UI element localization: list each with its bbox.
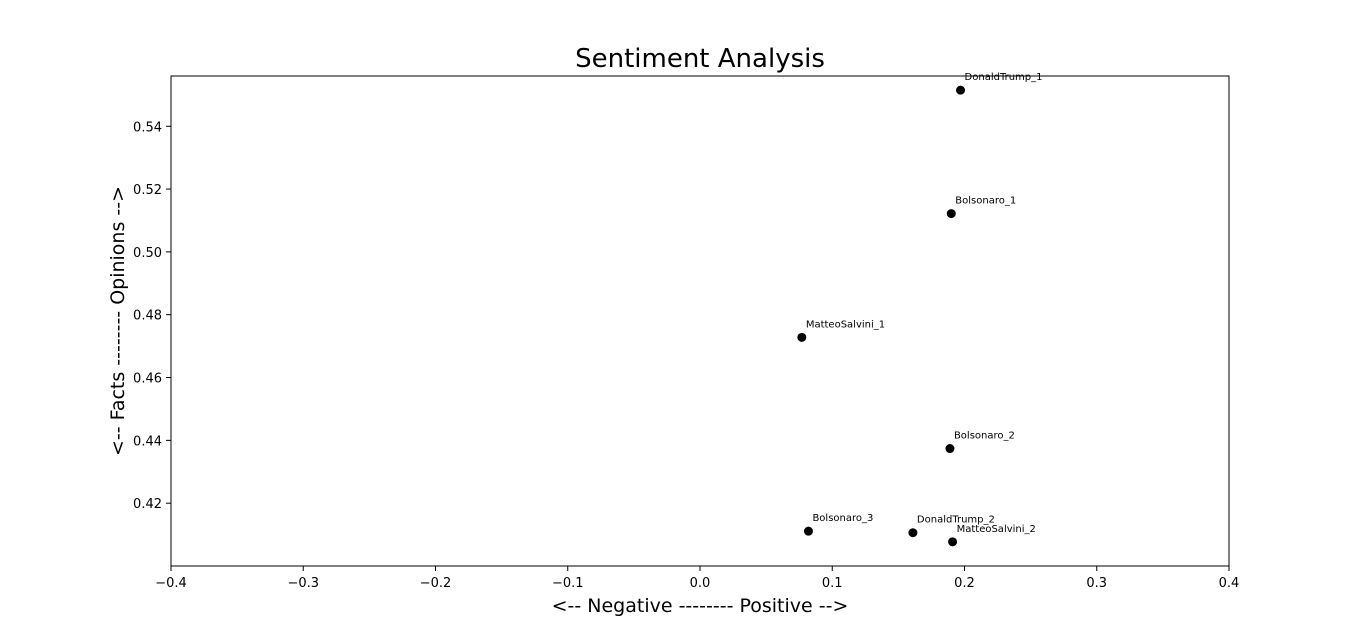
y-tick-label: 0.54 [133, 120, 162, 135]
y-axis-label: <-- Facts -------- Opinions --> [107, 186, 129, 456]
data-point-label: Bolsonaro_1 [955, 196, 1016, 207]
plot-area-frame [170, 75, 1230, 567]
y-tick-label: 0.46 [133, 372, 162, 387]
data-point [797, 332, 807, 342]
data-point [956, 85, 966, 95]
data-point-label: MatteoSalvini_1 [806, 319, 885, 330]
x-axis-label: <-- Negative -------- Positive --> [552, 595, 849, 617]
y-tick-label: 0.52 [133, 183, 162, 198]
data-point-label: MatteoSalvini_2 [957, 524, 1036, 535]
y-tick-label: 0.42 [133, 497, 162, 512]
x-tick-label: −0.4 [155, 576, 187, 591]
y-axis: 0.42 0.44 0.46 0.48 0.50 0.52 0.54 [133, 120, 171, 512]
data-point-label: Bolsonaro_3 [812, 513, 873, 524]
x-tick-label: −0.2 [420, 576, 452, 591]
y-tick-label: 0.44 [133, 434, 162, 449]
data-point-label: Bolsonaro_2 [954, 431, 1015, 442]
x-tick-label: −0.3 [287, 576, 319, 591]
y-tick-label: 0.50 [133, 246, 162, 261]
chart-title: Sentiment Analysis [575, 44, 825, 74]
data-point [908, 528, 918, 538]
x-tick-label: 0.0 [690, 576, 711, 591]
x-tick-label: 0.3 [1086, 576, 1107, 591]
x-tick-label: −0.1 [552, 576, 584, 591]
x-tick-label: 0.2 [954, 576, 975, 591]
data-point [946, 209, 956, 219]
y-tick-label: 0.48 [133, 309, 162, 324]
data-point-label: DonaldTrump_2 [917, 515, 995, 526]
data-point [948, 537, 958, 547]
data-points: DonaldTrump_1 Bolsonaro_1 MatteoSalvini_1 B… [797, 72, 1043, 547]
x-tick-label: 0.1 [822, 576, 843, 591]
data-point-label: DonaldTrump_1 [965, 72, 1043, 83]
x-axis: −0.4 −0.3 −0.2 −0.1 0.0 0.1 0.2 0.3 0.4 [155, 566, 1239, 591]
data-point [803, 526, 813, 536]
data-point [945, 444, 955, 454]
x-tick-label: 0.4 [1219, 576, 1240, 591]
